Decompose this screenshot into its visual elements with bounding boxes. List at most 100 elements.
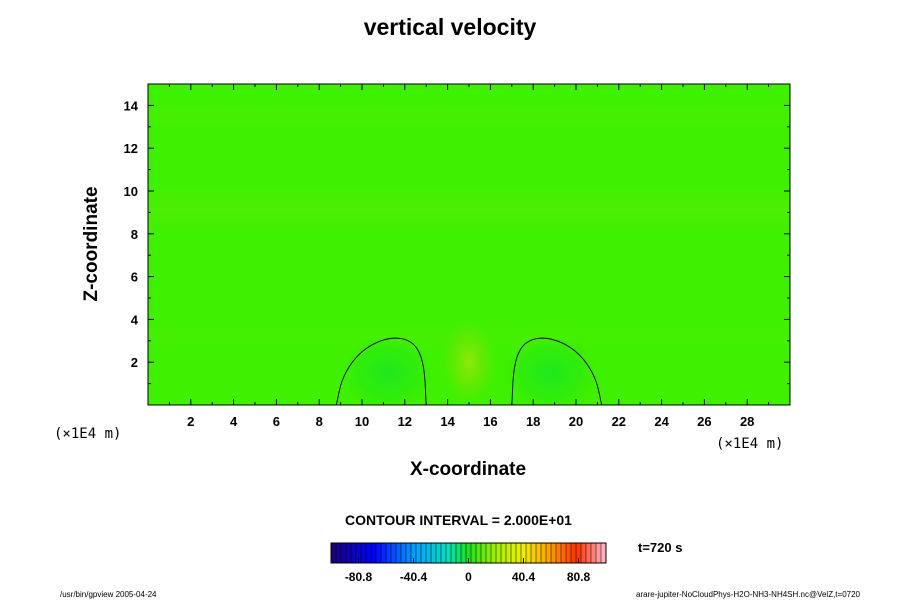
x-tick-label: 8 (316, 414, 323, 429)
colorbar-cell (531, 543, 537, 563)
colorbar-cell (476, 543, 482, 563)
colorbar-cell (501, 543, 507, 563)
colorbar-cell (456, 543, 462, 563)
colorbar-cell (396, 543, 402, 563)
colorbar-cell (541, 543, 547, 563)
colorbar-tick-label: 0 (465, 570, 472, 584)
colorbar-cell (486, 543, 492, 563)
colorbar-cell (411, 543, 417, 563)
colorbar-cell (536, 543, 542, 563)
colorbar-cell (521, 543, 527, 563)
downdraft-region (336, 330, 440, 405)
x-tick-label: 4 (230, 414, 238, 429)
colorbar-cell (356, 543, 362, 563)
x-tick-label: 2 (187, 414, 194, 429)
x-tick-label: 6 (273, 414, 280, 429)
colorbar-cell (551, 543, 557, 563)
time-label: t=720 s (638, 540, 683, 555)
y-tick-label: 4 (131, 312, 139, 327)
colorbar-cell (446, 543, 452, 563)
colorbar-tick-label: -40.4 (400, 570, 428, 584)
colorbar-cell (511, 543, 517, 563)
colorbar-cell (376, 543, 382, 563)
colorbar-cell (391, 543, 397, 563)
footer-right: arare-jupiter-NoCloudPhys-H2O-NH3-NH4SH.… (636, 590, 860, 599)
colorbar-cell (366, 543, 372, 563)
colorbar-cell (421, 543, 427, 563)
colorbar-cell (451, 543, 457, 563)
x-axis-unit: (×1E4 m) (716, 436, 784, 452)
colorbar-cell (351, 543, 357, 563)
colorbar-cell (416, 543, 422, 563)
heatmap-field (148, 84, 790, 405)
colorbar-cell (336, 543, 342, 563)
updraft-region (439, 315, 499, 405)
colorbar-cell (371, 543, 377, 563)
downdraft-region (498, 330, 602, 405)
y-axis-unit: (×1E4 m) (54, 426, 122, 442)
colorbar-cell (361, 543, 367, 563)
colorbar-cell (566, 543, 572, 563)
colorbar-cell (586, 543, 592, 563)
chart-title: vertical velocity (363, 14, 537, 40)
y-tick-label: 6 (131, 270, 138, 285)
colorbar-cell (481, 543, 487, 563)
x-tick-label: 28 (740, 414, 754, 429)
y-tick-label: 8 (131, 227, 138, 242)
colorbar-cell (431, 543, 437, 563)
x-tick-label: 18 (526, 414, 540, 429)
contour-line (335, 337, 427, 405)
colorbar-cell (556, 543, 562, 563)
colorbar-cell (601, 543, 607, 563)
colorbar-cell (331, 543, 337, 563)
colorbar-tick-label: -80.8 (345, 570, 373, 584)
x-tick-label: 10 (355, 414, 369, 429)
colorbar-cell (466, 543, 472, 563)
colorbar-cell (381, 543, 387, 563)
colorbar-cell (406, 543, 412, 563)
colorbar-tick-label: 40.4 (512, 570, 536, 584)
colorbar: -80.8 -40.4 0 40.4 80.8 (330, 542, 607, 584)
colorbar-cell (441, 543, 447, 563)
y-tick-label: 12 (124, 141, 138, 156)
colorbar-cell (596, 543, 602, 563)
colorbar-cell (401, 543, 407, 563)
colorbar-cell (516, 543, 522, 563)
contour-interval-label: CONTOUR INTERVAL = 2.000E+01 (345, 512, 572, 528)
x-tick-label: 16 (483, 414, 497, 429)
x-axis-label: X-coordinate (409, 459, 527, 480)
y-tick-label: 2 (131, 355, 138, 370)
colorbar-tick-label: 80.8 (567, 570, 591, 584)
colorbar-cell (436, 543, 442, 563)
colorbar-cell (346, 543, 352, 563)
colorbar-cell (561, 543, 567, 563)
field-band (148, 186, 790, 234)
colorbar-cell (491, 543, 497, 563)
x-tick-label: 22 (612, 414, 626, 429)
x-tick-label: 20 (569, 414, 583, 429)
colorbar-cell (591, 543, 597, 563)
x-tick-label: 26 (697, 414, 711, 429)
footer-left: /usr/bin/gpview 2005-04-24 (60, 590, 157, 599)
colorbar-cell (571, 543, 577, 563)
colorbar-cell (341, 543, 347, 563)
colorbar-cell (461, 543, 467, 563)
colorbar-cell (386, 543, 392, 563)
colorbar-cell (496, 543, 502, 563)
x-tick-label: 14 (440, 414, 455, 429)
colorbar-cell (576, 543, 582, 563)
colorbar-cell (526, 543, 532, 563)
x-tick-label: 12 (398, 414, 412, 429)
colorbar-cell (426, 543, 432, 563)
colorbar-cell (506, 543, 512, 563)
y-tick-label: 10 (124, 184, 138, 199)
contour-layer (335, 337, 603, 405)
colorbar-cell (471, 543, 477, 563)
y-tick-label: 14 (124, 98, 139, 113)
field-band (148, 105, 790, 127)
colorbar-cell (581, 543, 587, 563)
x-tick-label: 24 (654, 414, 669, 429)
colorbar-cell (546, 543, 552, 563)
